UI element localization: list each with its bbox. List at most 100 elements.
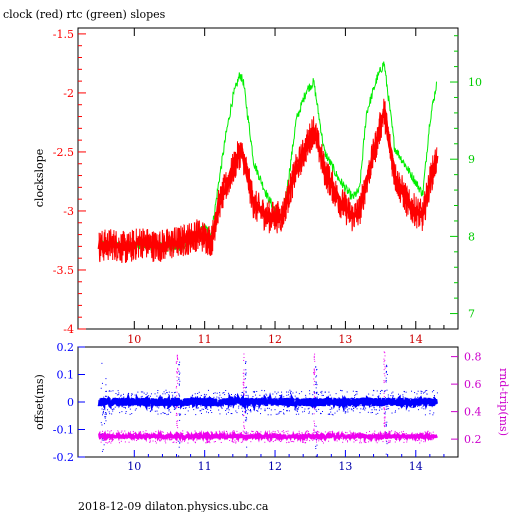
rndtrip-point: [291, 435, 293, 437]
offset-spike-point: [245, 410, 247, 412]
offset-point: [392, 395, 394, 397]
offset-point: [184, 413, 186, 415]
offset-point: [348, 408, 350, 410]
offset-point: [123, 396, 125, 398]
offset-point: [275, 396, 277, 398]
offset-point: [150, 404, 152, 406]
rndtrip-point: [112, 439, 114, 441]
rndtrip-point: [183, 436, 185, 438]
rndtrip-point: [140, 434, 142, 436]
offset-point: [262, 399, 264, 401]
rndtrip-point: [194, 430, 196, 432]
rndtrip-point: [188, 434, 190, 436]
offset-point: [427, 402, 429, 404]
rndtrip-spike-point: [313, 374, 315, 376]
offset-point: [283, 406, 285, 408]
offset-point: [305, 396, 307, 398]
rndtrip-point: [225, 433, 227, 435]
offset-point: [252, 391, 254, 393]
offset-point: [398, 401, 400, 403]
offset-outlier-point: [100, 387, 102, 389]
rndtrip-point: [240, 441, 242, 443]
rndtrip-point: [325, 437, 327, 439]
rndtrip-point: [389, 432, 391, 434]
offset-point: [112, 390, 114, 392]
offset-point: [101, 408, 103, 410]
offset-spike-point: [385, 423, 387, 425]
rndtrip-spike-point: [313, 371, 315, 373]
rndtrip-spike-point: [383, 373, 385, 375]
rndtrip-point: [202, 435, 204, 437]
rndtrip-point: [385, 440, 387, 442]
rndtrip-point: [383, 433, 385, 435]
offset-point: [290, 390, 292, 392]
rndtrip-spike-point: [313, 369, 315, 371]
rndtrip-point: [160, 439, 162, 441]
rndtrip-point: [134, 433, 136, 435]
rndtrip-point: [364, 441, 366, 443]
offset-point: [321, 390, 323, 392]
offset-point: [204, 399, 206, 401]
offset-point: [263, 395, 265, 397]
rndtrip-point: [280, 434, 282, 436]
offset-point: [239, 401, 241, 403]
rndtrip-point: [107, 430, 109, 432]
offset-point: [121, 405, 123, 407]
offset-point: [230, 394, 232, 396]
offset-point: [391, 412, 393, 414]
offset-point: [118, 404, 120, 406]
rndtrip-spike-point: [176, 424, 178, 426]
rndtrip-point: [216, 431, 218, 433]
rndtrip-point: [150, 433, 152, 435]
offset-point: [329, 394, 331, 396]
bottom-y-tick-label--0.1: -0.1: [53, 424, 74, 437]
rndtrip-point: [197, 438, 199, 440]
offset-point: [350, 408, 352, 410]
offset-point: [204, 406, 206, 408]
offset-point: [304, 408, 306, 410]
offset-point: [268, 407, 270, 409]
rndtrip-point: [342, 435, 344, 437]
rndtrip-point: [303, 436, 305, 438]
offset-point: [237, 393, 239, 395]
rndtrip-point: [341, 433, 343, 435]
offset-spike-point: [178, 413, 180, 415]
rndtrip-point: [149, 441, 151, 443]
offset-point: [371, 398, 373, 400]
offset-point: [255, 399, 257, 401]
offset-point: [173, 400, 175, 402]
rndtrip-point: [160, 433, 162, 435]
rndtrip-point: [198, 433, 200, 435]
offset-point: [200, 404, 202, 406]
offset-point: [279, 411, 281, 413]
offset-spike-point: [246, 446, 248, 448]
rndtrip-point: [363, 434, 365, 436]
offset-point: [197, 407, 199, 409]
rndtrip-point: [219, 436, 221, 438]
offset-point: [301, 407, 303, 409]
top-y-tick-label--1.5: -1.5: [53, 28, 74, 41]
rndtrip-point: [247, 432, 249, 434]
offset-point: [228, 409, 230, 411]
offset-point: [199, 397, 201, 399]
offset-point: [208, 401, 210, 403]
offset-point: [238, 401, 240, 403]
rndtrip-point: [124, 441, 126, 443]
offset-point: [168, 397, 170, 399]
offset-point: [375, 409, 377, 411]
rndtrip-point: [315, 439, 317, 441]
offset-point: [253, 405, 255, 407]
offset-point: [141, 403, 143, 405]
bottom-data-layer: [97, 351, 439, 458]
rndtrip-point: [278, 434, 280, 436]
offset-point: [264, 396, 266, 398]
rndtrip-point: [373, 435, 375, 437]
rndtrip-spike-point: [176, 380, 178, 382]
rndtrip-spike-point: [313, 431, 315, 433]
offset-spike-point: [179, 372, 181, 374]
rndtrip-point: [380, 432, 382, 434]
rndtrip-spike-point: [176, 356, 178, 358]
rndtrip-point: [149, 441, 151, 443]
rndtrip-point: [204, 436, 206, 438]
rndtrip-point: [350, 432, 352, 434]
